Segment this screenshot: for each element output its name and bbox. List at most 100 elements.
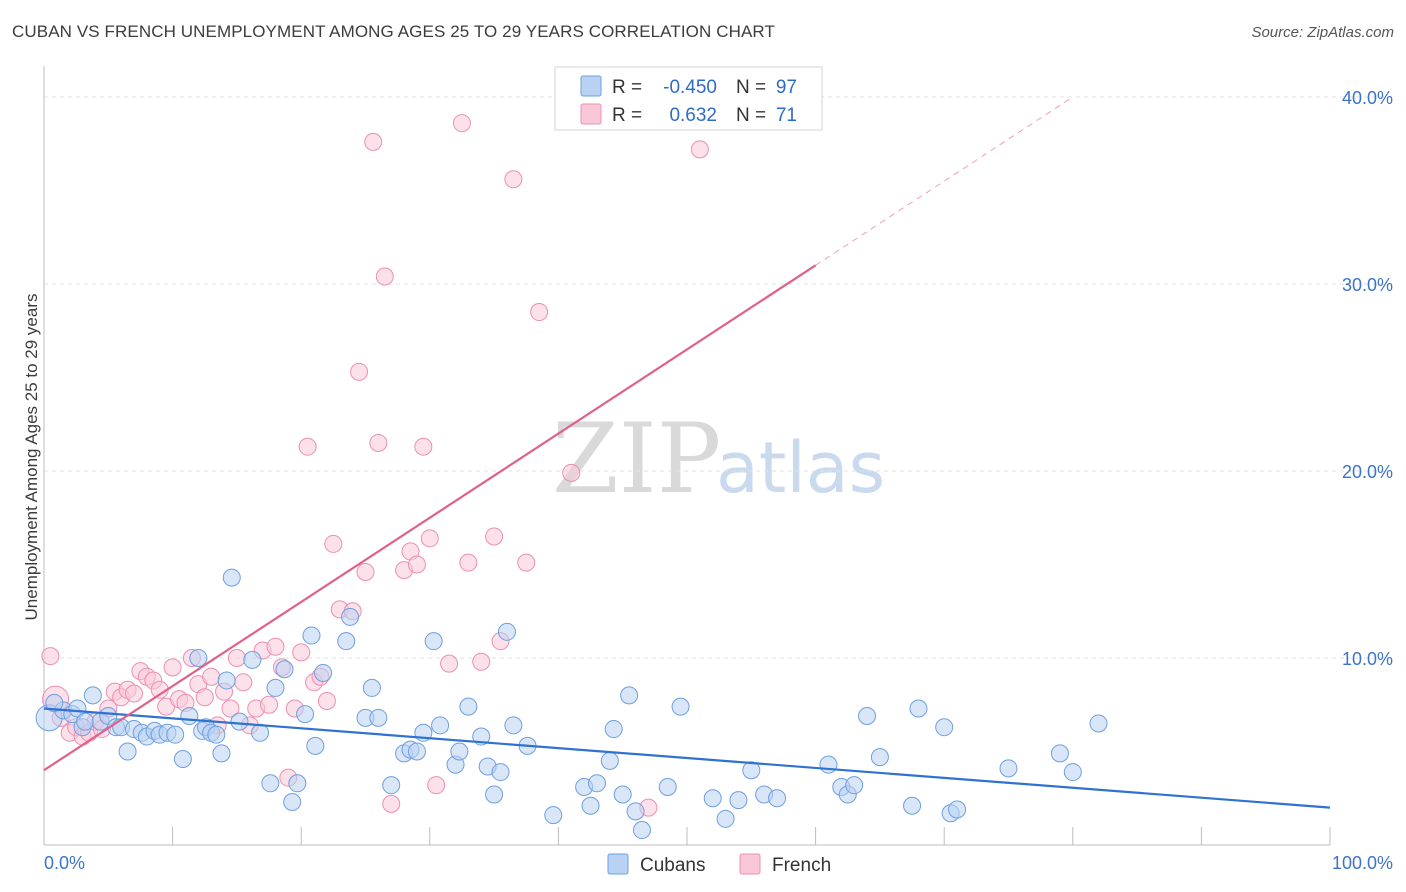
point-cubans	[729, 791, 748, 810]
point-cubans	[243, 650, 262, 669]
point-french	[375, 267, 394, 286]
legend-n-value-french: 71	[776, 105, 797, 126]
series-cubans	[35, 568, 1108, 840]
point-cubans	[306, 736, 325, 755]
point-cubans	[1063, 763, 1082, 782]
watermark-atlas: atlas	[716, 427, 885, 509]
point-cubans	[314, 663, 333, 682]
point-french	[298, 437, 317, 456]
point-cubans	[296, 705, 315, 724]
point-french	[163, 658, 182, 677]
point-cubans	[600, 751, 619, 770]
point-french	[364, 132, 383, 151]
point-cubans	[613, 785, 632, 804]
point-french	[41, 647, 60, 666]
point-cubans	[283, 792, 302, 811]
point-cubans	[212, 744, 231, 763]
point-french	[562, 463, 581, 482]
point-french	[485, 527, 504, 546]
y-tick-label: 20.0%	[1342, 462, 1393, 482]
point-cubans	[909, 699, 928, 718]
x-tick-labels: 0.0% 100.0%	[44, 853, 1393, 873]
trend-extension-french	[815, 96, 1074, 266]
point-cubans	[504, 716, 523, 735]
point-french	[382, 794, 401, 813]
y-axis-label: Unemployment Among Ages 25 to 29 years	[22, 294, 41, 621]
point-cubans	[742, 761, 761, 780]
point-cubans	[671, 697, 690, 716]
point-cubans	[544, 806, 563, 825]
point-french	[504, 170, 523, 189]
point-cubans	[76, 712, 95, 731]
point-french	[517, 553, 536, 572]
point-french	[125, 684, 144, 703]
point-french	[202, 667, 221, 686]
series-legend: Cubans French	[607, 853, 831, 876]
point-cubans	[903, 796, 922, 815]
point-cubans	[935, 718, 954, 737]
point-french	[369, 433, 388, 452]
point-french	[452, 114, 471, 133]
point-cubans	[858, 706, 877, 725]
point-cubans	[870, 748, 889, 767]
point-cubans	[491, 763, 510, 782]
grid-lines	[44, 96, 1392, 659]
point-cubans	[275, 660, 294, 679]
point-french	[260, 695, 279, 714]
point-cubans	[407, 742, 426, 761]
legend-r-label-french: R =	[612, 105, 642, 126]
point-cubans	[166, 725, 185, 744]
point-cubans	[180, 706, 199, 725]
point-cubans	[587, 774, 606, 793]
point-french	[407, 555, 426, 574]
point-cubans	[337, 632, 356, 651]
point-cubans	[1050, 744, 1069, 763]
point-cubans	[703, 789, 722, 808]
point-french	[317, 692, 336, 711]
point-cubans	[266, 678, 285, 697]
point-cubans	[485, 785, 504, 804]
point-french	[350, 362, 369, 381]
point-cubans	[497, 622, 516, 641]
x-tick-label: 0.0%	[44, 853, 85, 873]
point-cubans	[362, 678, 381, 697]
point-cubans	[604, 720, 623, 739]
point-french	[427, 776, 446, 795]
correlation-legend: R = -0.450 N = 97 R = 0.632 N = 71	[554, 66, 823, 131]
point-french	[356, 562, 375, 581]
watermark: ZIP atlas	[552, 403, 885, 515]
point-cubans	[217, 671, 236, 690]
point-french	[234, 673, 253, 692]
point-french	[440, 654, 459, 673]
point-cubans	[302, 626, 321, 645]
point-cubans	[450, 742, 469, 761]
legend-n-label-french: N =	[736, 105, 766, 126]
y-tick-label: 10.0%	[1342, 649, 1393, 669]
bottom-legend-swatch-french	[739, 853, 761, 875]
point-french	[530, 303, 549, 322]
point-french	[221, 699, 240, 718]
bottom-legend-swatch-cubans	[607, 853, 629, 875]
point-cubans	[118, 742, 137, 761]
legend-r-value-cubans: -0.450	[663, 77, 717, 98]
y-tick-label: 40.0%	[1342, 88, 1393, 108]
y-tick-labels: 10.0% 20.0% 30.0% 40.0%	[1342, 88, 1393, 669]
series-french	[41, 114, 709, 817]
point-french	[195, 688, 214, 707]
point-cubans	[45, 693, 64, 712]
point-french	[459, 553, 478, 572]
legend-swatch-cubans	[580, 75, 602, 97]
point-french	[324, 534, 343, 553]
point-cubans	[382, 776, 401, 795]
x-tick-label: 100.0%	[1332, 853, 1393, 873]
point-french	[266, 637, 285, 656]
point-cubans	[207, 725, 226, 744]
chart-title: CUBAN VS FRENCH UNEMPLOYMENT AMONG AGES …	[12, 22, 775, 41]
point-cubans	[716, 809, 735, 828]
point-french	[414, 437, 433, 456]
point-cubans	[424, 632, 443, 651]
point-cubans	[658, 778, 677, 797]
point-cubans	[819, 755, 838, 774]
point-cubans	[189, 649, 208, 667]
